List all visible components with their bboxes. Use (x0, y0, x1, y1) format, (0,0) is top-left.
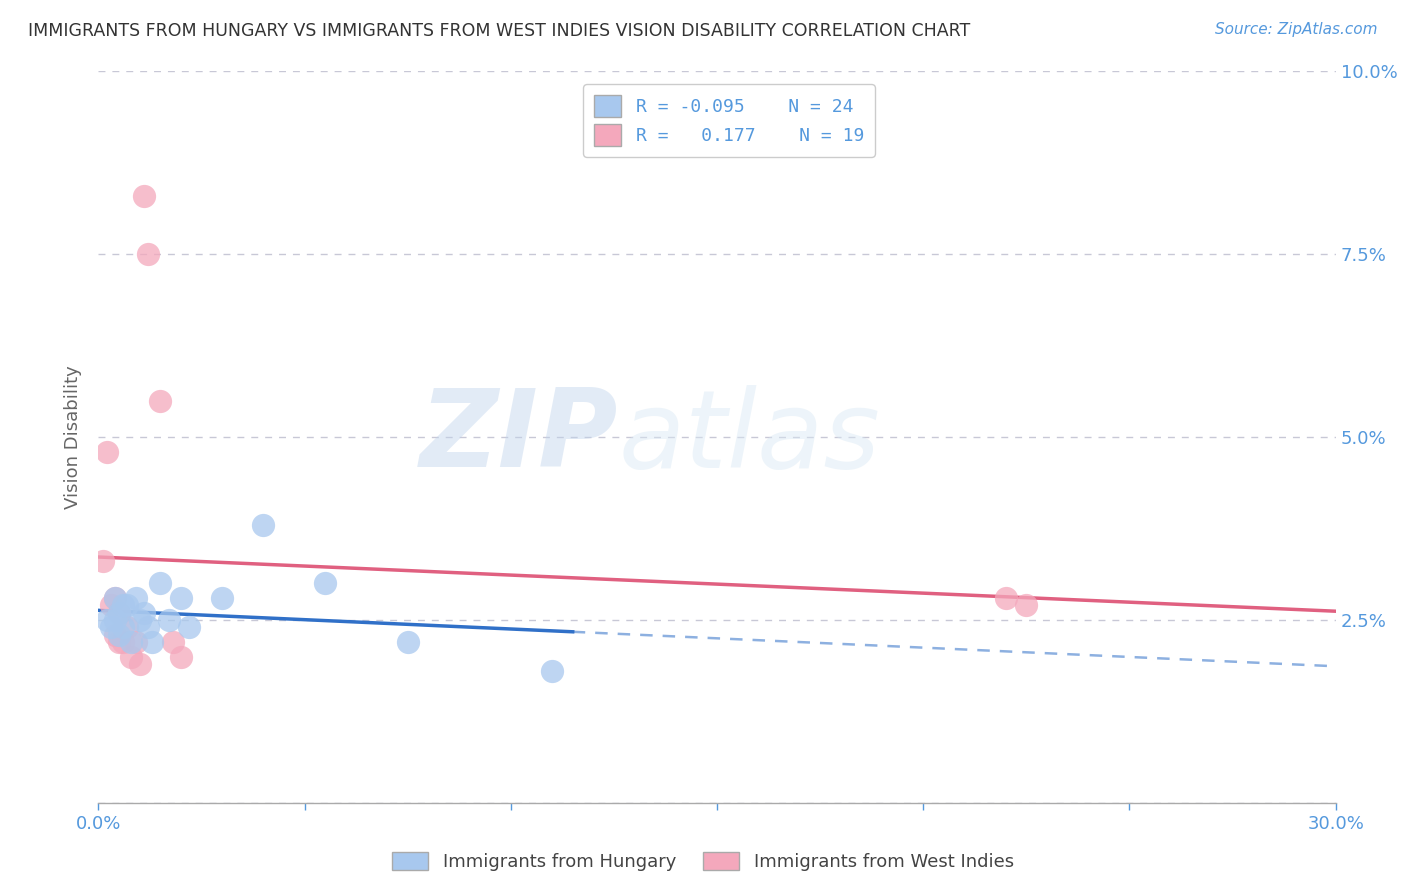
Point (541, 664, 564, 678)
Point (157, 613, 180, 627)
Point (128, 657, 150, 671)
Point (100, 620, 122, 634)
Point (136, 247, 159, 261)
Point (108, 606, 131, 620)
Point (149, 576, 172, 591)
Point (149, 393, 172, 408)
Point (108, 635, 131, 649)
Y-axis label: Vision Disability: Vision Disability (65, 365, 83, 509)
Point (1015, 599, 1038, 613)
Point (994, 591, 1017, 605)
Point (136, 620, 159, 634)
Point (132, 606, 155, 620)
Point (170, 591, 193, 605)
Point (162, 635, 184, 649)
Text: IMMIGRANTS FROM HUNGARY VS IMMIGRANTS FROM WEST INDIES VISION DISABILITY CORRELA: IMMIGRANTS FROM HUNGARY VS IMMIGRANTS FR… (28, 22, 970, 40)
Point (104, 591, 127, 605)
Legend: Immigrants from Hungary, Immigrants from West Indies: Immigrants from Hungary, Immigrants from… (385, 845, 1021, 879)
Point (104, 627, 127, 641)
Point (96, 613, 118, 627)
Text: Source: ZipAtlas.com: Source: ZipAtlas.com (1215, 22, 1378, 37)
Point (104, 591, 127, 605)
Point (170, 649, 193, 664)
Point (396, 635, 419, 649)
Text: ZIP: ZIP (420, 384, 619, 490)
Point (96, 444, 118, 458)
Point (104, 613, 127, 627)
Point (117, 620, 139, 634)
Point (124, 635, 146, 649)
Point (91, 554, 114, 568)
Point (112, 635, 135, 649)
Point (132, 188, 155, 202)
Point (120, 649, 142, 664)
Point (314, 576, 336, 591)
Point (179, 620, 201, 634)
Point (108, 606, 131, 620)
Point (108, 627, 131, 641)
Point (100, 599, 122, 613)
Point (211, 591, 233, 605)
Legend: R = -0.095    N = 24, R =   0.177    N = 19: R = -0.095 N = 24, R = 0.177 N = 19 (583, 84, 875, 157)
Point (120, 635, 142, 649)
Point (112, 599, 135, 613)
Point (128, 613, 150, 627)
Text: atlas: atlas (619, 384, 880, 490)
Point (141, 635, 163, 649)
Point (124, 591, 146, 605)
Point (112, 620, 135, 634)
Point (252, 517, 274, 532)
Point (117, 599, 139, 613)
